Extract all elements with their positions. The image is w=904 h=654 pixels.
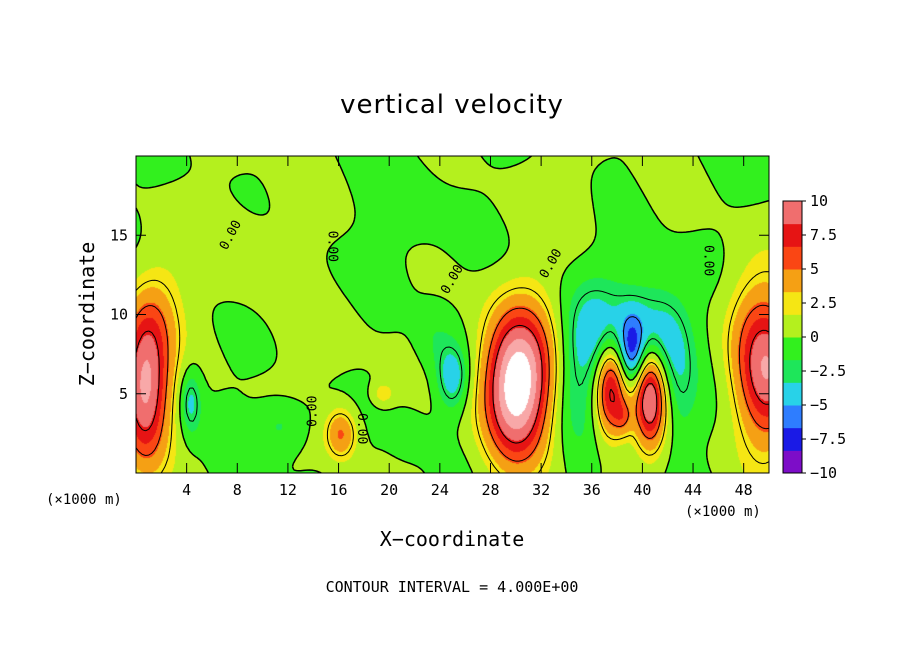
x-tick-label: 12 xyxy=(279,481,297,499)
x-tick-label: 8 xyxy=(233,481,242,499)
colorbar-swatch xyxy=(783,291,802,315)
chart-title: vertical velocity xyxy=(340,90,564,120)
contour-label: 0.00 xyxy=(701,245,716,276)
colorbar-swatch xyxy=(783,201,802,225)
colorbar-swatch xyxy=(783,427,802,451)
colorbar-swatch xyxy=(783,337,802,361)
colorbar-label: 10 xyxy=(810,192,828,210)
plot-area: 0.00 0.000.00 0.00 0.000.000.00 4 8 12 16 20 24 2… xyxy=(110,155,770,499)
contour-line xyxy=(135,324,770,444)
colorbar-label: 2.5 xyxy=(810,294,837,312)
colorbar: 10 7.5 5 2.5 0 −2.5 −5 −7.5 −10 xyxy=(782,192,846,482)
y-axis-ticks: 5 10 15 xyxy=(110,226,769,403)
y-tick-label: 10 xyxy=(110,306,128,324)
x-tick-label: 48 xyxy=(735,481,753,499)
x-tick-label: 24 xyxy=(431,481,449,499)
contour-line xyxy=(135,304,770,462)
colorbar-label: 5 xyxy=(810,260,819,278)
contour-interval-note: CONTOUR INTERVAL = 4.000E+00 xyxy=(326,578,579,596)
colorbar-label: 0 xyxy=(810,328,819,346)
x-tick-label: 28 xyxy=(481,481,499,499)
colorbar-swatch xyxy=(783,314,802,338)
contour-label: 0.00 xyxy=(354,413,369,444)
colorbar-swatch xyxy=(783,382,802,406)
x-tick-label: 4 xyxy=(182,481,191,499)
colorbar-swatch xyxy=(783,359,802,383)
x-axis-ticks: 4 8 12 16 20 24 28 32 36 40 44 48 xyxy=(182,156,753,499)
x-tick-label: 16 xyxy=(330,481,348,499)
x-tick-label: 36 xyxy=(583,481,601,499)
x-unit-right: (×1000 m) xyxy=(685,504,761,520)
contour-line xyxy=(623,316,642,360)
contour-line xyxy=(135,155,770,474)
y-tick-label: 15 xyxy=(110,226,128,244)
colorbar-label: −10 xyxy=(810,464,837,482)
colorbar-swatch xyxy=(783,223,802,247)
y-tick-label: 5 xyxy=(119,385,128,403)
x-tick-label: 32 xyxy=(532,481,550,499)
x-axis-label: X−coordinate xyxy=(380,527,525,551)
colorbar-swatch xyxy=(783,269,802,293)
colorbar-labels: 10 7.5 5 2.5 0 −2.5 −5 −7.5 −10 xyxy=(802,192,846,482)
x-unit-left: (×1000 m) xyxy=(46,492,122,508)
contour-label: 0.00 xyxy=(306,396,321,427)
contour-label: 0.00 xyxy=(325,231,340,262)
colorbar-swatch xyxy=(783,405,802,429)
colorbar-swatch xyxy=(783,246,802,270)
colorbar-swatch xyxy=(783,450,802,474)
x-tick-label: 40 xyxy=(633,481,651,499)
contour-line xyxy=(185,290,691,422)
contour-lines xyxy=(135,155,770,474)
y-axis-label: Z−coordinate xyxy=(75,242,99,387)
colorbar-label: −2.5 xyxy=(810,362,846,380)
velocity-field xyxy=(136,156,769,473)
x-tick-label: 44 xyxy=(684,481,702,499)
x-tick-label: 20 xyxy=(380,481,398,499)
colorbar-label: −5 xyxy=(810,396,828,414)
colorbar-label: 7.5 xyxy=(810,226,837,244)
colorbar-label: −7.5 xyxy=(810,430,846,448)
colorbar-swatches xyxy=(783,201,802,474)
